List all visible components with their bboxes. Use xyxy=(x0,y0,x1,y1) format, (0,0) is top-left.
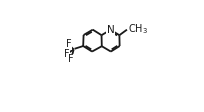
Text: F: F xyxy=(66,40,71,50)
Text: N: N xyxy=(107,25,114,35)
Text: CH$_3$: CH$_3$ xyxy=(128,22,148,36)
Text: F: F xyxy=(68,54,74,64)
Text: F: F xyxy=(64,49,70,59)
